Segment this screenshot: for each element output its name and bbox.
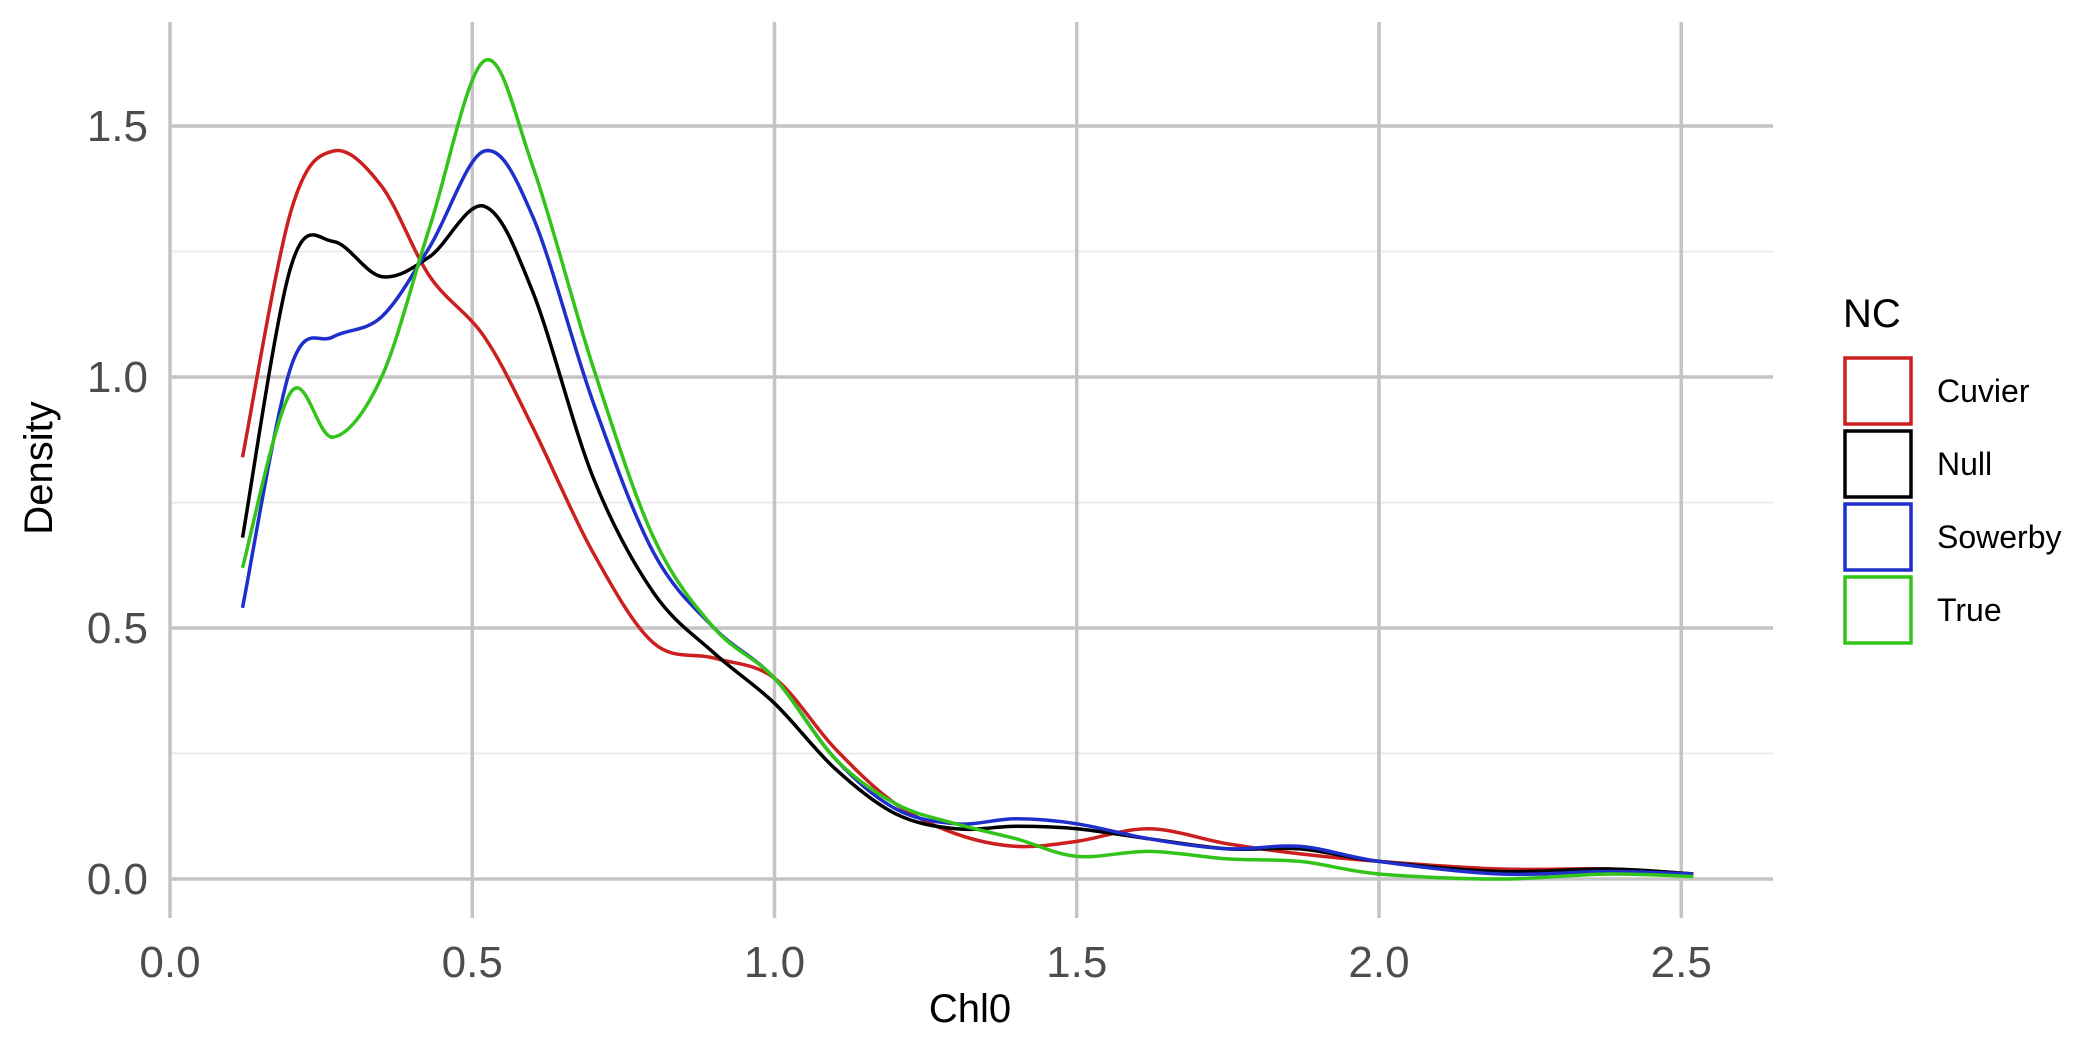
y-tick-label: 1.0	[87, 353, 148, 402]
series-line-sowerby	[240, 148, 1694, 877]
legend-key-null	[1843, 429, 1913, 499]
grid-minor	[170, 250, 1773, 755]
x-axis-title: Chl0	[929, 987, 1011, 1031]
legend-key-sowerby	[1843, 502, 1913, 572]
legend-label-true: True	[1937, 592, 2002, 628]
x-tick-label: 1.0	[744, 938, 805, 987]
legend: NC Cuvier Null Sowerby True	[1843, 292, 2062, 645]
legend-key-cuvier	[1843, 356, 1913, 426]
legend-key-true	[1843, 575, 1913, 645]
x-tick-label: 1.5	[1046, 938, 1107, 987]
x-axis-ticks: 0.0 0.5 1.0 1.5 2.0 2.5	[139, 938, 1711, 987]
legend-label-cuvier: Cuvier	[1937, 373, 2030, 409]
y-axis-ticks: 0.0 0.5 1.0 1.5	[87, 102, 148, 904]
series-lines	[240, 57, 1694, 881]
x-tick-label: 0.0	[139, 938, 200, 987]
legend-label-sowerby: Sowerby	[1937, 519, 2062, 555]
series-line-cuvier	[240, 148, 1694, 876]
legend-title: NC	[1843, 292, 1901, 336]
grid-major	[168, 22, 1773, 918]
x-tick-label: 0.5	[442, 938, 503, 987]
y-tick-label: 0.5	[87, 604, 148, 653]
series-line-null	[240, 204, 1694, 876]
legend-label-null: Null	[1937, 446, 1992, 482]
y-tick-label: 0.0	[87, 855, 148, 904]
y-tick-label: 1.5	[87, 102, 148, 151]
x-tick-label: 2.0	[1348, 938, 1409, 987]
x-tick-label: 2.5	[1651, 938, 1712, 987]
series-line-true	[240, 57, 1694, 881]
legend-items: Cuvier Null Sowerby True	[1843, 356, 2062, 645]
y-axis-title: Density	[17, 401, 61, 534]
